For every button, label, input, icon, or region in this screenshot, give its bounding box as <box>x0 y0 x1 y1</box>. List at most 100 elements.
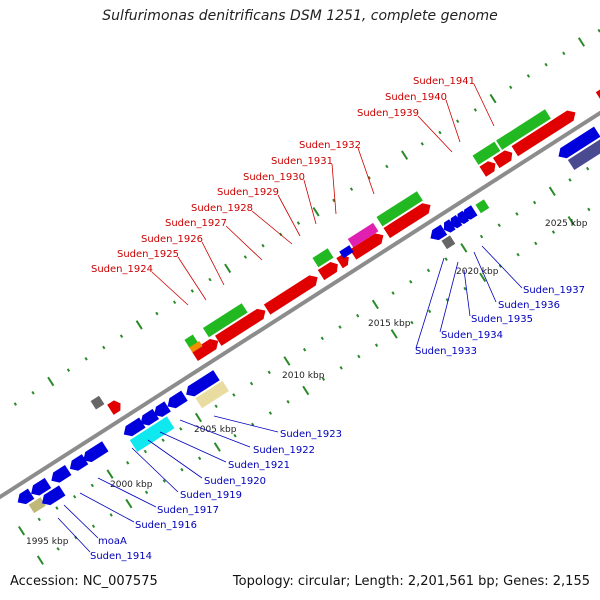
cds-green[interactable] <box>202 303 248 338</box>
genome-stats: Topology: circular; Length: 2,201,561 bp… <box>232 574 590 589</box>
gene-reverse-arrow[interactable] <box>39 485 66 508</box>
reverse-gene-label[interactable]: Suden_1920 <box>204 476 266 487</box>
tick-mark <box>374 343 379 348</box>
reverse-gene-label[interactable]: Suden_1919 <box>180 490 242 501</box>
tick-mark <box>268 411 273 415</box>
gene-reverse-arrow[interactable] <box>441 219 456 234</box>
gene-forward-arrow[interactable] <box>191 336 221 361</box>
gene-reverse-arrow[interactable] <box>459 205 478 223</box>
forward-gene-label[interactable]: Suden_1939 <box>357 108 419 119</box>
tick-mark <box>91 524 96 529</box>
forward-gene-label[interactable]: Suden_1941 <box>413 76 475 87</box>
reverse-gene-label[interactable]: Suden_1914 <box>90 551 152 562</box>
tick-mark <box>357 354 361 359</box>
tick-mark <box>267 370 271 375</box>
cds-gray[interactable] <box>441 235 456 250</box>
cds-magenta[interactable] <box>347 222 379 248</box>
forward-gene-label[interactable]: Suden_1931 <box>271 156 333 167</box>
gene-forward-arrow[interactable] <box>595 79 600 103</box>
gene-reverse-arrow[interactable] <box>447 214 463 230</box>
tick-mark <box>72 494 77 499</box>
gene-reverse-arrow[interactable] <box>555 126 600 162</box>
forward-gene-label[interactable]: Suden_1924 <box>91 264 153 275</box>
cds-green[interactable] <box>376 191 423 227</box>
forward-gene-label[interactable]: Suden_1940 <box>385 92 447 103</box>
reverse-gene-label[interactable]: Suden_1923 <box>280 429 342 440</box>
tick-mark <box>302 385 310 396</box>
tick-mark <box>401 150 409 160</box>
gene-reverse-arrow[interactable] <box>67 454 89 474</box>
tick-mark <box>18 525 26 536</box>
cds-khaki[interactable] <box>195 380 229 409</box>
gene-forward-arrow[interactable] <box>0 476 2 494</box>
forward-gene-label[interactable]: Suden_1928 <box>191 203 253 214</box>
cds-orange[interactable] <box>189 341 203 353</box>
cds-green[interactable] <box>475 199 490 214</box>
reverse-gene-label[interactable]: Suden_1916 <box>135 520 197 531</box>
gene-forward-arrow[interactable] <box>336 252 352 269</box>
gene-forward-arrow[interactable] <box>107 398 124 415</box>
gene-forward-arrow[interactable] <box>349 230 387 260</box>
cds-green[interactable] <box>472 141 501 165</box>
tick-mark <box>444 257 448 261</box>
gene-reverse-arrow[interactable] <box>121 417 146 440</box>
forward-gene-label[interactable]: Suden_1926 <box>141 234 203 245</box>
tick-mark <box>586 166 590 171</box>
gene-reverse-arrow[interactable] <box>14 488 35 508</box>
tick-mark <box>473 108 477 112</box>
gene-forward-arrow[interactable] <box>383 200 433 239</box>
reverse-gene-label[interactable]: Suden_1935 <box>471 314 533 325</box>
reverse-gene-label[interactable]: moaA <box>98 536 127 547</box>
gene-reverse-arrow[interactable] <box>48 464 72 486</box>
map-title: Sulfurimonas denitrificans DSM 1251, com… <box>102 8 498 24</box>
reverse-gene-label[interactable]: Suden_1936 <box>498 300 560 311</box>
gene-reverse-arrow[interactable] <box>164 390 188 412</box>
gene-reverse-arrow[interactable] <box>28 477 52 499</box>
gene-forward-arrow[interactable] <box>493 148 515 169</box>
forward-gene-label[interactable]: Suden_1930 <box>243 172 305 183</box>
forward-gene-label[interactable]: Suden_1932 <box>299 140 361 151</box>
reverse-gene-label[interactable]: Suden_1922 <box>253 445 315 456</box>
reverse-gene-label[interactable]: Suden_1934 <box>441 330 503 341</box>
cds-slate[interactable] <box>567 133 600 171</box>
cds-blue[interactable] <box>339 245 354 259</box>
tick-mark <box>568 178 572 182</box>
tick-mark <box>562 51 566 56</box>
kbp-label: 2020 kbp <box>456 267 499 277</box>
tick-marks <box>13 28 600 565</box>
gene-reverse-arrow[interactable] <box>427 224 448 244</box>
gene-reverse-arrow[interactable] <box>183 370 220 400</box>
gene-reverse-arrow[interactable] <box>137 408 160 429</box>
gene-forward-arrow[interactable] <box>263 272 321 315</box>
forward-gene-label[interactable]: Suden_1927 <box>165 218 227 229</box>
tick-mark <box>233 433 237 438</box>
tick-mark <box>55 506 59 510</box>
gene-forward-arrow[interactable] <box>511 107 579 157</box>
reverse-gene-label[interactable]: Suden_1917 <box>157 505 219 516</box>
gene-reverse-arrow[interactable] <box>80 441 109 465</box>
forward-gene-label[interactable]: Suden_1925 <box>117 249 179 260</box>
tick-mark <box>567 216 575 226</box>
cds-cyan[interactable] <box>129 416 175 452</box>
gene-forward-arrow[interactable] <box>479 159 499 177</box>
tick-mark <box>551 230 556 234</box>
forward-gene-label[interactable]: Suden_1929 <box>217 187 279 198</box>
tick-mark <box>302 347 307 352</box>
tick-mark <box>37 517 41 522</box>
tick-mark <box>249 381 254 386</box>
gene-forward-arrow[interactable] <box>317 259 341 281</box>
reverse-gene-label[interactable]: Suden_1937 <box>523 285 585 296</box>
tick-mark <box>587 207 591 212</box>
tick-mark <box>544 62 548 67</box>
tick-mark <box>66 368 71 372</box>
gene-forward-arrow[interactable] <box>215 306 269 346</box>
cds-green[interactable] <box>496 109 551 150</box>
gene-reverse-arrow[interactable] <box>151 401 171 420</box>
forward-gene-tracks <box>0 79 600 514</box>
reverse-gene-label[interactable]: Suden_1921 <box>228 460 290 471</box>
reverse-gene-label[interactable]: Suden_1933 <box>415 346 477 357</box>
cds-gray[interactable] <box>90 395 105 410</box>
kbp-label: 2005 kbp <box>194 425 237 435</box>
cds-olive[interactable] <box>28 497 46 514</box>
cds-green[interactable] <box>312 248 334 268</box>
